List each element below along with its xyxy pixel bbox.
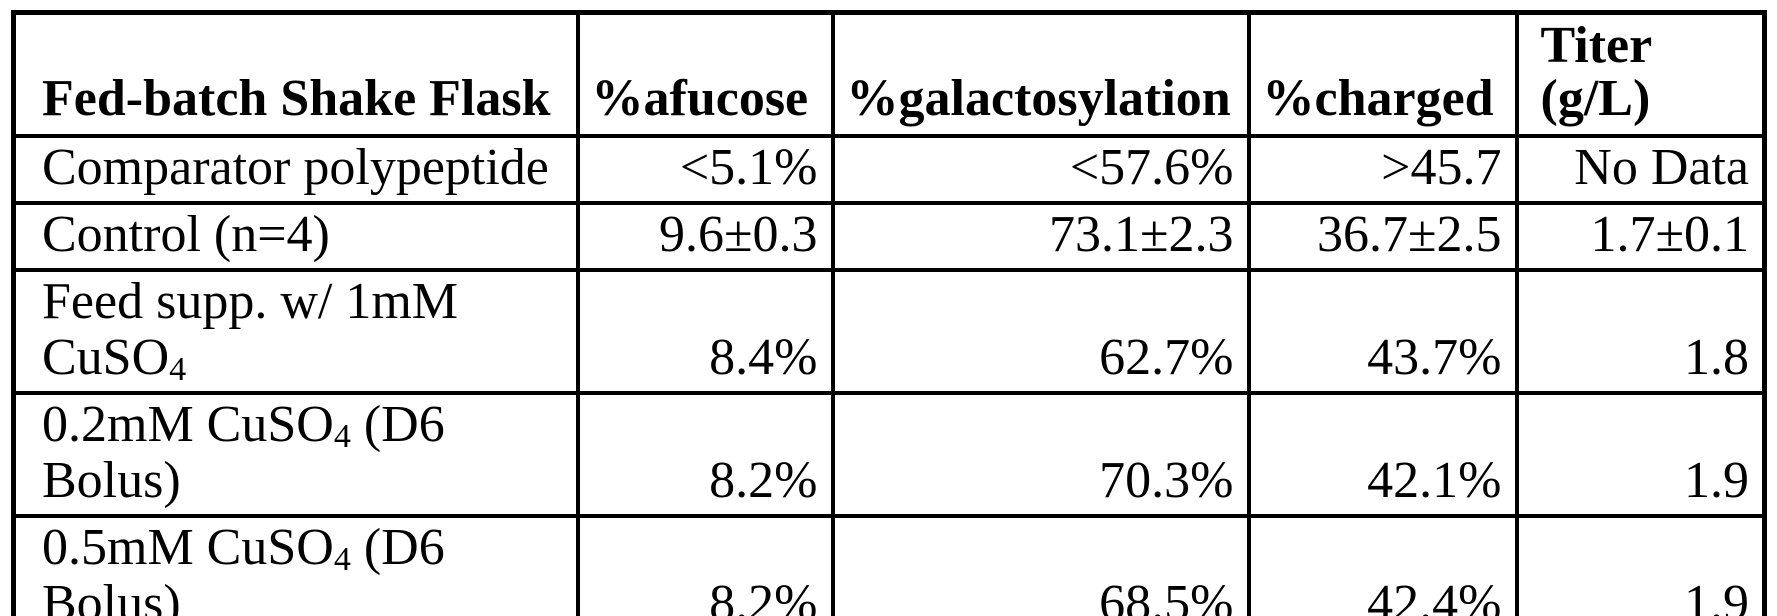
row-label-text: Control (n=4) — [42, 206, 330, 263]
chem-subscript: 4 — [333, 541, 351, 579]
cell-charged: 36.7±2.5 — [1246, 201, 1519, 272]
cell-charged: 43.7% — [1246, 268, 1519, 395]
cell-titer: 1.9 — [1514, 514, 1767, 616]
cell-titer: 1.8 — [1514, 268, 1767, 395]
cell-galactosylation: 73.1±2.3 — [830, 201, 1251, 272]
row-label-text-post: (D6 Bolus) — [42, 396, 445, 509]
cell-galactosylation: 70.3% — [830, 391, 1251, 518]
row-label-text: Feed supp. w/ 1mM CuSO — [42, 273, 458, 386]
cell-charged: 42.1% — [1246, 391, 1519, 518]
cell-titer: 1.9 — [1514, 391, 1767, 518]
table-row-control: Control (n=4) 9.6±0.3 73.1±2.3 36.7±2.5 … — [11, 201, 1767, 272]
header-cell-flask: Fed-batch Shake Flask — [11, 10, 580, 138]
fed-batch-shake-flask-table: Fed-batch Shake Flask %afucose %galactos… — [11, 10, 1767, 616]
row-label-text-post: (D6 Bolus) — [42, 519, 445, 616]
cell-charged: >45.7 — [1246, 134, 1519, 205]
table-row-05mm-cuso4: 0.5mM CuSO4 (D6 Bolus) 8.2% 68.5% 42.4% … — [11, 514, 1767, 616]
titer-header-line2: (g/L) — [1540, 70, 1651, 127]
header-cell-charged: %charged — [1246, 10, 1519, 138]
chem-subscript: 4 — [333, 418, 351, 456]
titer-header-line1: Titer — [1540, 17, 1653, 74]
cell-titer: No Data — [1514, 134, 1767, 205]
table-row-02mm-cuso4: 0.2mM CuSO4 (D6 Bolus) 8.2% 70.3% 42.1% … — [11, 391, 1767, 518]
header-cell-galactosylation: %galactosylation — [830, 10, 1251, 138]
cell-galactosylation: 68.5% — [830, 514, 1251, 616]
cell-galactosylation: 62.7% — [830, 268, 1251, 395]
table-row-comparator: Comparator polypeptide <5.1% <57.6% >45.… — [11, 134, 1767, 205]
table-row-feed-supp-1mm: Feed supp. w/ 1mM CuSO4 8.4% 62.7% 43.7%… — [11, 268, 1767, 395]
header-cell-titer: Titer (g/L) — [1514, 10, 1767, 138]
cell-afucose: 8.2% — [575, 514, 835, 616]
row-label-text: 0.2mM CuSO — [42, 396, 334, 453]
cell-charged: 42.4% — [1246, 514, 1519, 616]
row-label: Control (n=4) — [11, 201, 580, 272]
cell-titer: 1.7±0.1 — [1514, 201, 1767, 272]
row-label: 0.5mM CuSO4 (D6 Bolus) — [11, 514, 580, 616]
cell-afucose: 8.4% — [575, 268, 835, 395]
header-row: Fed-batch Shake Flask %afucose %galactos… — [11, 10, 1767, 138]
cell-afucose: 8.2% — [575, 391, 835, 518]
cell-afucose: <5.1% — [575, 134, 835, 205]
cell-afucose: 9.6±0.3 — [575, 201, 835, 272]
row-label: Feed supp. w/ 1mM CuSO4 — [11, 268, 580, 395]
row-label-text: 0.5mM CuSO — [42, 519, 334, 576]
row-label: 0.2mM CuSO4 (D6 Bolus) — [11, 391, 580, 518]
header-cell-afucose: %afucose — [575, 10, 835, 138]
chem-subscript: 4 — [169, 351, 187, 389]
cell-galactosylation: <57.6% — [830, 134, 1251, 205]
row-label-text: Comparator polypeptide — [42, 139, 549, 196]
row-label: Comparator polypeptide — [11, 134, 580, 205]
